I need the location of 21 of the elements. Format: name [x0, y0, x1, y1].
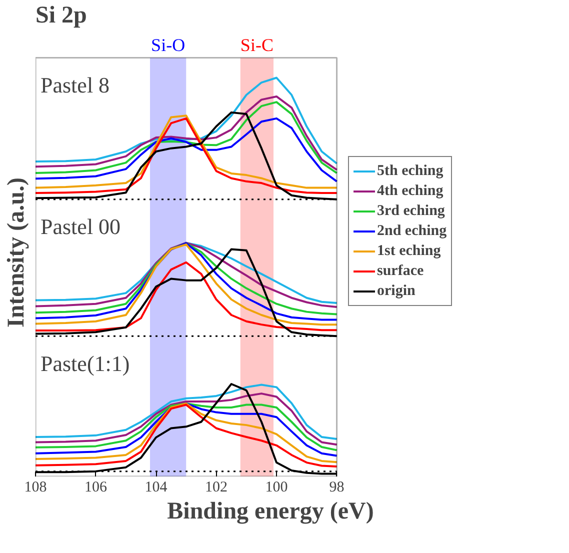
x-tick-label: 106 — [84, 480, 108, 496]
band-label: Si-C — [240, 34, 274, 55]
annotation: Pastel 00 — [40, 214, 121, 240]
legend-label: 4th eching — [377, 182, 444, 200]
band-label: Si-O — [151, 34, 186, 55]
legend-label: 5th eching — [377, 162, 444, 180]
annotation: Pastel 8 — [40, 72, 110, 98]
legend-label: origin — [377, 282, 416, 300]
legend-label: 1st eching — [377, 242, 441, 260]
chart-title: Si 2p — [36, 2, 87, 28]
x-tick-label: 100 — [265, 480, 288, 496]
legend-label: 2nd eching — [377, 222, 447, 240]
y-axis-title: Intensity (a.u.) — [4, 177, 30, 328]
x-tick-label: 98 — [329, 480, 344, 496]
x-axis-title: Binding energy (eV) — [167, 498, 374, 524]
x-tick-label: 102 — [205, 480, 228, 496]
annotation: Paste(1:1) — [40, 350, 130, 376]
x-tick-label: 104 — [144, 480, 168, 496]
legend-label: surface — [377, 262, 424, 280]
x-tick-label: 108 — [24, 480, 47, 496]
legend-label: 3rd eching — [377, 202, 445, 220]
